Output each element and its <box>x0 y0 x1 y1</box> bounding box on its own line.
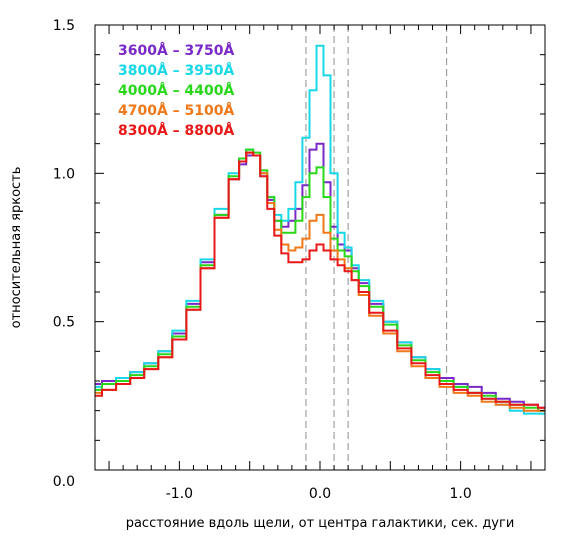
legend-entry: 3600Å – 3750Å <box>118 42 235 59</box>
legend-entry: 3800Å – 3950Å <box>118 62 235 79</box>
x-tick-label: 1.0 <box>449 486 471 502</box>
x-tick-label: -1.0 <box>166 486 193 502</box>
reference-lines <box>305 25 448 470</box>
y-axis-label: относительная яркость <box>9 167 24 329</box>
axis-ticks <box>95 25 545 470</box>
axis-tick-labels: -1.0 0.0 1.0 0.0 0.5 1.0 1.5 <box>53 18 472 502</box>
series-line <box>95 148 545 412</box>
legend-entry: 8300Å – 8800Å <box>118 122 235 139</box>
y-tick-label: 1.0 <box>53 166 75 182</box>
legend-entry: 4000Å – 4400Å <box>118 82 235 99</box>
y-tick-label: 0.0 <box>53 474 75 490</box>
x-tick-label: 0.0 <box>309 486 331 502</box>
series-layer <box>95 44 545 415</box>
y-tick-label: 1.5 <box>53 18 75 34</box>
series-line <box>95 44 545 415</box>
series-line <box>95 142 545 409</box>
series-line <box>95 151 545 409</box>
y-tick-label: 0.5 <box>53 315 75 331</box>
legend-entry: 4700Å – 5100Å <box>118 102 235 119</box>
x-axis-label: расстояние вдоль щели, от центра галакти… <box>126 516 515 531</box>
legend: 3600Å – 3750Å 3800Å – 3950Å 4000Å – 4400Å 4… <box>118 42 235 139</box>
series-line <box>95 151 545 412</box>
